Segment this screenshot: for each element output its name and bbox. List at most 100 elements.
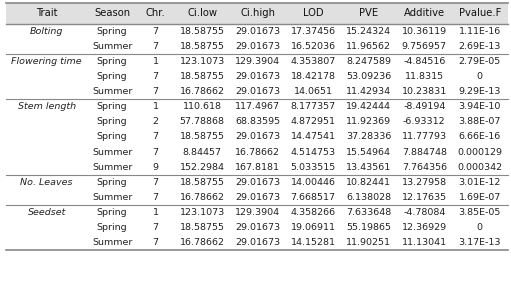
Text: 8.84457: 8.84457 [182,148,222,156]
Text: 17.37456: 17.37456 [291,27,336,36]
Text: 57.78868: 57.78868 [180,117,225,126]
Text: Pvalue.F: Pvalue.F [459,8,501,18]
Text: 16.78662: 16.78662 [180,193,225,202]
Text: 1: 1 [153,57,158,66]
Text: 129.3904: 129.3904 [235,57,280,66]
Text: 6.66E-16: 6.66E-16 [459,133,501,141]
Text: -6.93312: -6.93312 [403,117,446,126]
Text: 7.884748: 7.884748 [402,148,447,156]
Text: 18.58755: 18.58755 [180,27,225,36]
Text: 7: 7 [153,133,158,141]
Text: 11.42934: 11.42934 [346,87,391,96]
Text: 129.3904: 129.3904 [235,208,280,217]
Text: 7: 7 [153,148,158,156]
Text: 16.52036: 16.52036 [291,42,336,51]
Text: 29.01673: 29.01673 [235,87,280,96]
Text: 5.033515: 5.033515 [291,162,336,172]
Text: 0.000129: 0.000129 [457,148,502,156]
Bar [6,205,507,220]
Bar [6,84,507,99]
Text: 7: 7 [153,178,158,187]
Text: Spring: Spring [97,72,127,81]
Bar [6,54,507,69]
Text: 16.78662: 16.78662 [180,87,225,96]
Text: 18.58755: 18.58755 [180,178,225,187]
Text: 16.78662: 16.78662 [235,148,280,156]
Text: Flowering time: Flowering time [11,57,82,66]
Text: 14.47541: 14.47541 [291,133,336,141]
Text: 4.872951: 4.872951 [291,117,336,126]
Text: 12.36929: 12.36929 [402,223,447,232]
Text: 1: 1 [153,208,158,217]
Bar [6,114,507,129]
Text: 3.88E-07: 3.88E-07 [459,117,501,126]
Text: Spring: Spring [97,117,127,126]
Text: 29.01673: 29.01673 [235,238,280,247]
Text: Season: Season [94,8,130,18]
Text: 7.668517: 7.668517 [291,193,336,202]
Bar [6,129,507,144]
Text: 14.15281: 14.15281 [291,238,336,247]
Text: -8.49194: -8.49194 [403,102,446,111]
Text: Bolting: Bolting [30,27,63,36]
Text: 0.000342: 0.000342 [457,162,502,172]
Bar [6,24,507,39]
Text: 11.92369: 11.92369 [346,117,391,126]
Text: 2.69E-13: 2.69E-13 [459,42,501,51]
Text: 3.17E-13: 3.17E-13 [458,238,501,247]
Text: -4.84516: -4.84516 [403,57,446,66]
Text: 14.00446: 14.00446 [291,178,336,187]
Text: 7: 7 [153,87,158,96]
Text: LOD: LOD [303,8,323,18]
Text: Summer: Summer [92,238,132,247]
Bar [6,99,507,114]
Text: 117.4967: 117.4967 [235,102,280,111]
Text: 12.17635: 12.17635 [402,193,447,202]
Text: 1.11E-16: 1.11E-16 [459,27,501,36]
Text: 8.247589: 8.247589 [346,57,391,66]
Text: 152.2984: 152.2984 [180,162,225,172]
Text: 0: 0 [477,223,483,232]
Bar [6,160,507,175]
Text: Spring: Spring [97,178,127,187]
Text: 18.58755: 18.58755 [180,223,225,232]
Text: 3.94E-10: 3.94E-10 [459,102,501,111]
Text: 4.514753: 4.514753 [291,148,336,156]
Bar [6,144,507,160]
Text: 1: 1 [153,102,158,111]
Text: Spring: Spring [97,57,127,66]
Text: 29.01673: 29.01673 [235,72,280,81]
Text: 2: 2 [153,117,158,126]
Text: 2.79E-05: 2.79E-05 [459,57,501,66]
Text: Ci.high: Ci.high [240,8,275,18]
Text: 37.28336: 37.28336 [346,133,391,141]
Text: 6.138028: 6.138028 [346,193,391,202]
Text: 15.24324: 15.24324 [346,27,391,36]
Text: 4.353807: 4.353807 [291,57,336,66]
Bar [6,235,507,250]
Text: 15.54964: 15.54964 [346,148,391,156]
Text: Spring: Spring [97,102,127,111]
Text: 11.90251: 11.90251 [346,238,391,247]
Text: 10.23831: 10.23831 [402,87,447,96]
Text: 9: 9 [153,162,158,172]
Text: 7: 7 [153,193,158,202]
Text: 8.177357: 8.177357 [291,102,336,111]
Bar [6,190,507,205]
Text: 10.82441: 10.82441 [346,178,391,187]
Text: 7: 7 [153,238,158,247]
Text: 16.78662: 16.78662 [180,238,225,247]
Text: -4.78084: -4.78084 [403,208,446,217]
Text: 14.0651: 14.0651 [294,87,333,96]
Text: 18.58755: 18.58755 [180,133,225,141]
Text: 11.77793: 11.77793 [402,133,447,141]
Text: 18.58755: 18.58755 [180,42,225,51]
Text: 7.764356: 7.764356 [402,162,447,172]
Text: 29.01673: 29.01673 [235,133,280,141]
Text: 9.756957: 9.756957 [402,42,447,51]
Text: Trait: Trait [36,8,57,18]
Text: 3.01E-12: 3.01E-12 [459,178,501,187]
Text: 18.58755: 18.58755 [180,72,225,81]
Text: 123.1073: 123.1073 [179,57,225,66]
Text: Spring: Spring [97,208,127,217]
